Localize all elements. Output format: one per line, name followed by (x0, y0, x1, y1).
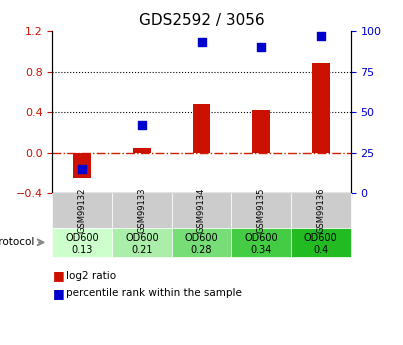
Bar (133, 148, 151, 152)
Point (318, 33, 324, 39)
Text: 0.34: 0.34 (250, 245, 272, 255)
Text: GSM99132: GSM99132 (78, 188, 87, 233)
Text: GSM99136: GSM99136 (316, 188, 325, 233)
Text: ■: ■ (52, 287, 64, 300)
Text: OD600: OD600 (244, 233, 278, 243)
Text: percentile rank within the sample: percentile rank within the sample (66, 288, 242, 298)
Point (139, 122, 145, 128)
Point (198, 40, 205, 45)
Text: OD600: OD600 (185, 233, 218, 243)
Point (79, 166, 85, 171)
Text: ■: ■ (52, 269, 64, 283)
Text: 0.28: 0.28 (191, 245, 212, 255)
Bar (252, 110, 270, 152)
Text: OD600: OD600 (125, 233, 159, 243)
Text: 0.13: 0.13 (71, 245, 93, 255)
Text: growth protocol: growth protocol (0, 237, 34, 247)
Text: GSM99135: GSM99135 (257, 188, 266, 233)
Text: GSM99134: GSM99134 (197, 188, 206, 233)
Text: GSM99133: GSM99133 (137, 188, 146, 233)
Text: OD600: OD600 (65, 233, 99, 243)
Point (258, 45, 264, 50)
Text: 0.21: 0.21 (131, 245, 153, 255)
Bar (73, 152, 91, 178)
Text: 0.4: 0.4 (313, 245, 328, 255)
Bar (312, 63, 330, 152)
Bar (193, 104, 210, 152)
Title: GDS2592 / 3056: GDS2592 / 3056 (139, 13, 264, 29)
Text: OD600: OD600 (304, 233, 338, 243)
Text: log2 ratio: log2 ratio (66, 271, 116, 281)
